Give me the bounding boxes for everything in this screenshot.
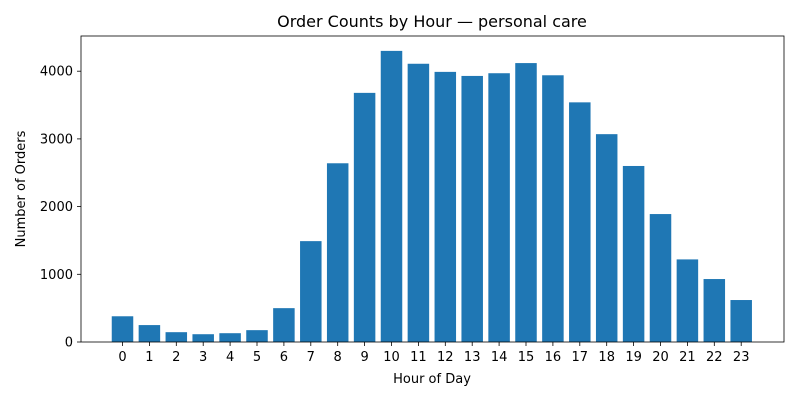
y-tick-label: 3000 xyxy=(40,132,73,147)
bar-hour-20 xyxy=(649,214,672,342)
x-tick-label: 12 xyxy=(437,350,454,365)
bar-hour-13 xyxy=(461,75,483,342)
x-tick-label: 9 xyxy=(360,350,368,365)
x-tick-label: 18 xyxy=(598,350,615,365)
bar-hour-22 xyxy=(703,279,726,342)
bar-hour-7 xyxy=(300,241,322,342)
bar-hour-16 xyxy=(542,75,564,343)
y-tick-label: 0 xyxy=(65,336,73,351)
bar-hour-19 xyxy=(622,165,645,342)
bar-hour-0 xyxy=(111,316,134,342)
x-tick-label: 1 xyxy=(145,350,153,365)
bar-hour-10 xyxy=(380,50,403,342)
y-axis: 0 1000 2000 3000 4000 xyxy=(40,65,81,351)
x-tick-label: 21 xyxy=(679,350,696,365)
x-tick-label: 23 xyxy=(733,350,750,365)
x-tick-label: 22 xyxy=(706,350,723,365)
x-tick-label: 4 xyxy=(226,350,234,365)
y-tick-label: 1000 xyxy=(40,268,73,283)
bar-hour-12 xyxy=(434,71,457,342)
bars-group xyxy=(111,50,752,343)
bar-hour-5 xyxy=(246,330,268,342)
x-axis: 0 1 2 3 4 5 6 7 8 9 10 11 12 13 14 15 16 17 18 19 20 21 22 23 xyxy=(118,342,749,365)
x-tick-label: 16 xyxy=(545,350,562,365)
x-tick-label: 11 xyxy=(410,350,427,365)
y-tick-label: 4000 xyxy=(40,65,73,80)
x-axis-label: Hour of Day xyxy=(393,372,471,387)
x-tick-label: 17 xyxy=(572,350,589,365)
y-axis-label: Number of Orders xyxy=(14,130,29,247)
bar-hour-15 xyxy=(515,63,537,342)
bar-hour-18 xyxy=(595,134,618,342)
bar-hour-11 xyxy=(407,63,430,342)
x-tick-label: 13 xyxy=(464,350,481,365)
x-tick-label: 7 xyxy=(307,350,315,365)
x-tick-label: 20 xyxy=(652,350,669,365)
bar-hour-17 xyxy=(569,102,591,342)
x-tick-label: 6 xyxy=(280,350,288,365)
x-tick-label: 2 xyxy=(172,350,180,365)
bar-hour-8 xyxy=(326,163,349,342)
chart-title: Order Counts by Hour — personal care xyxy=(277,12,587,31)
bar-hour-2 xyxy=(165,332,188,342)
x-tick-label: 19 xyxy=(625,350,642,365)
x-tick-label: 15 xyxy=(518,350,535,365)
bar-hour-6 xyxy=(273,308,295,342)
x-tick-label: 5 xyxy=(253,350,261,365)
bar-hour-9 xyxy=(353,92,376,343)
bar-hour-14 xyxy=(488,73,510,342)
bar-hour-4 xyxy=(219,333,241,342)
bar-hour-1 xyxy=(138,325,161,342)
bar-hour-21 xyxy=(676,259,699,342)
plot-frame xyxy=(80,35,785,343)
x-tick-label: 8 xyxy=(334,350,342,365)
y-tick-label: 2000 xyxy=(40,200,73,215)
x-tick-label: 3 xyxy=(199,350,207,365)
bar-hour-3 xyxy=(192,334,214,342)
x-tick-label: 14 xyxy=(491,350,508,365)
x-tick-label: 0 xyxy=(118,350,126,365)
x-tick-label: 10 xyxy=(383,350,400,365)
bar-hour-23 xyxy=(730,300,752,342)
